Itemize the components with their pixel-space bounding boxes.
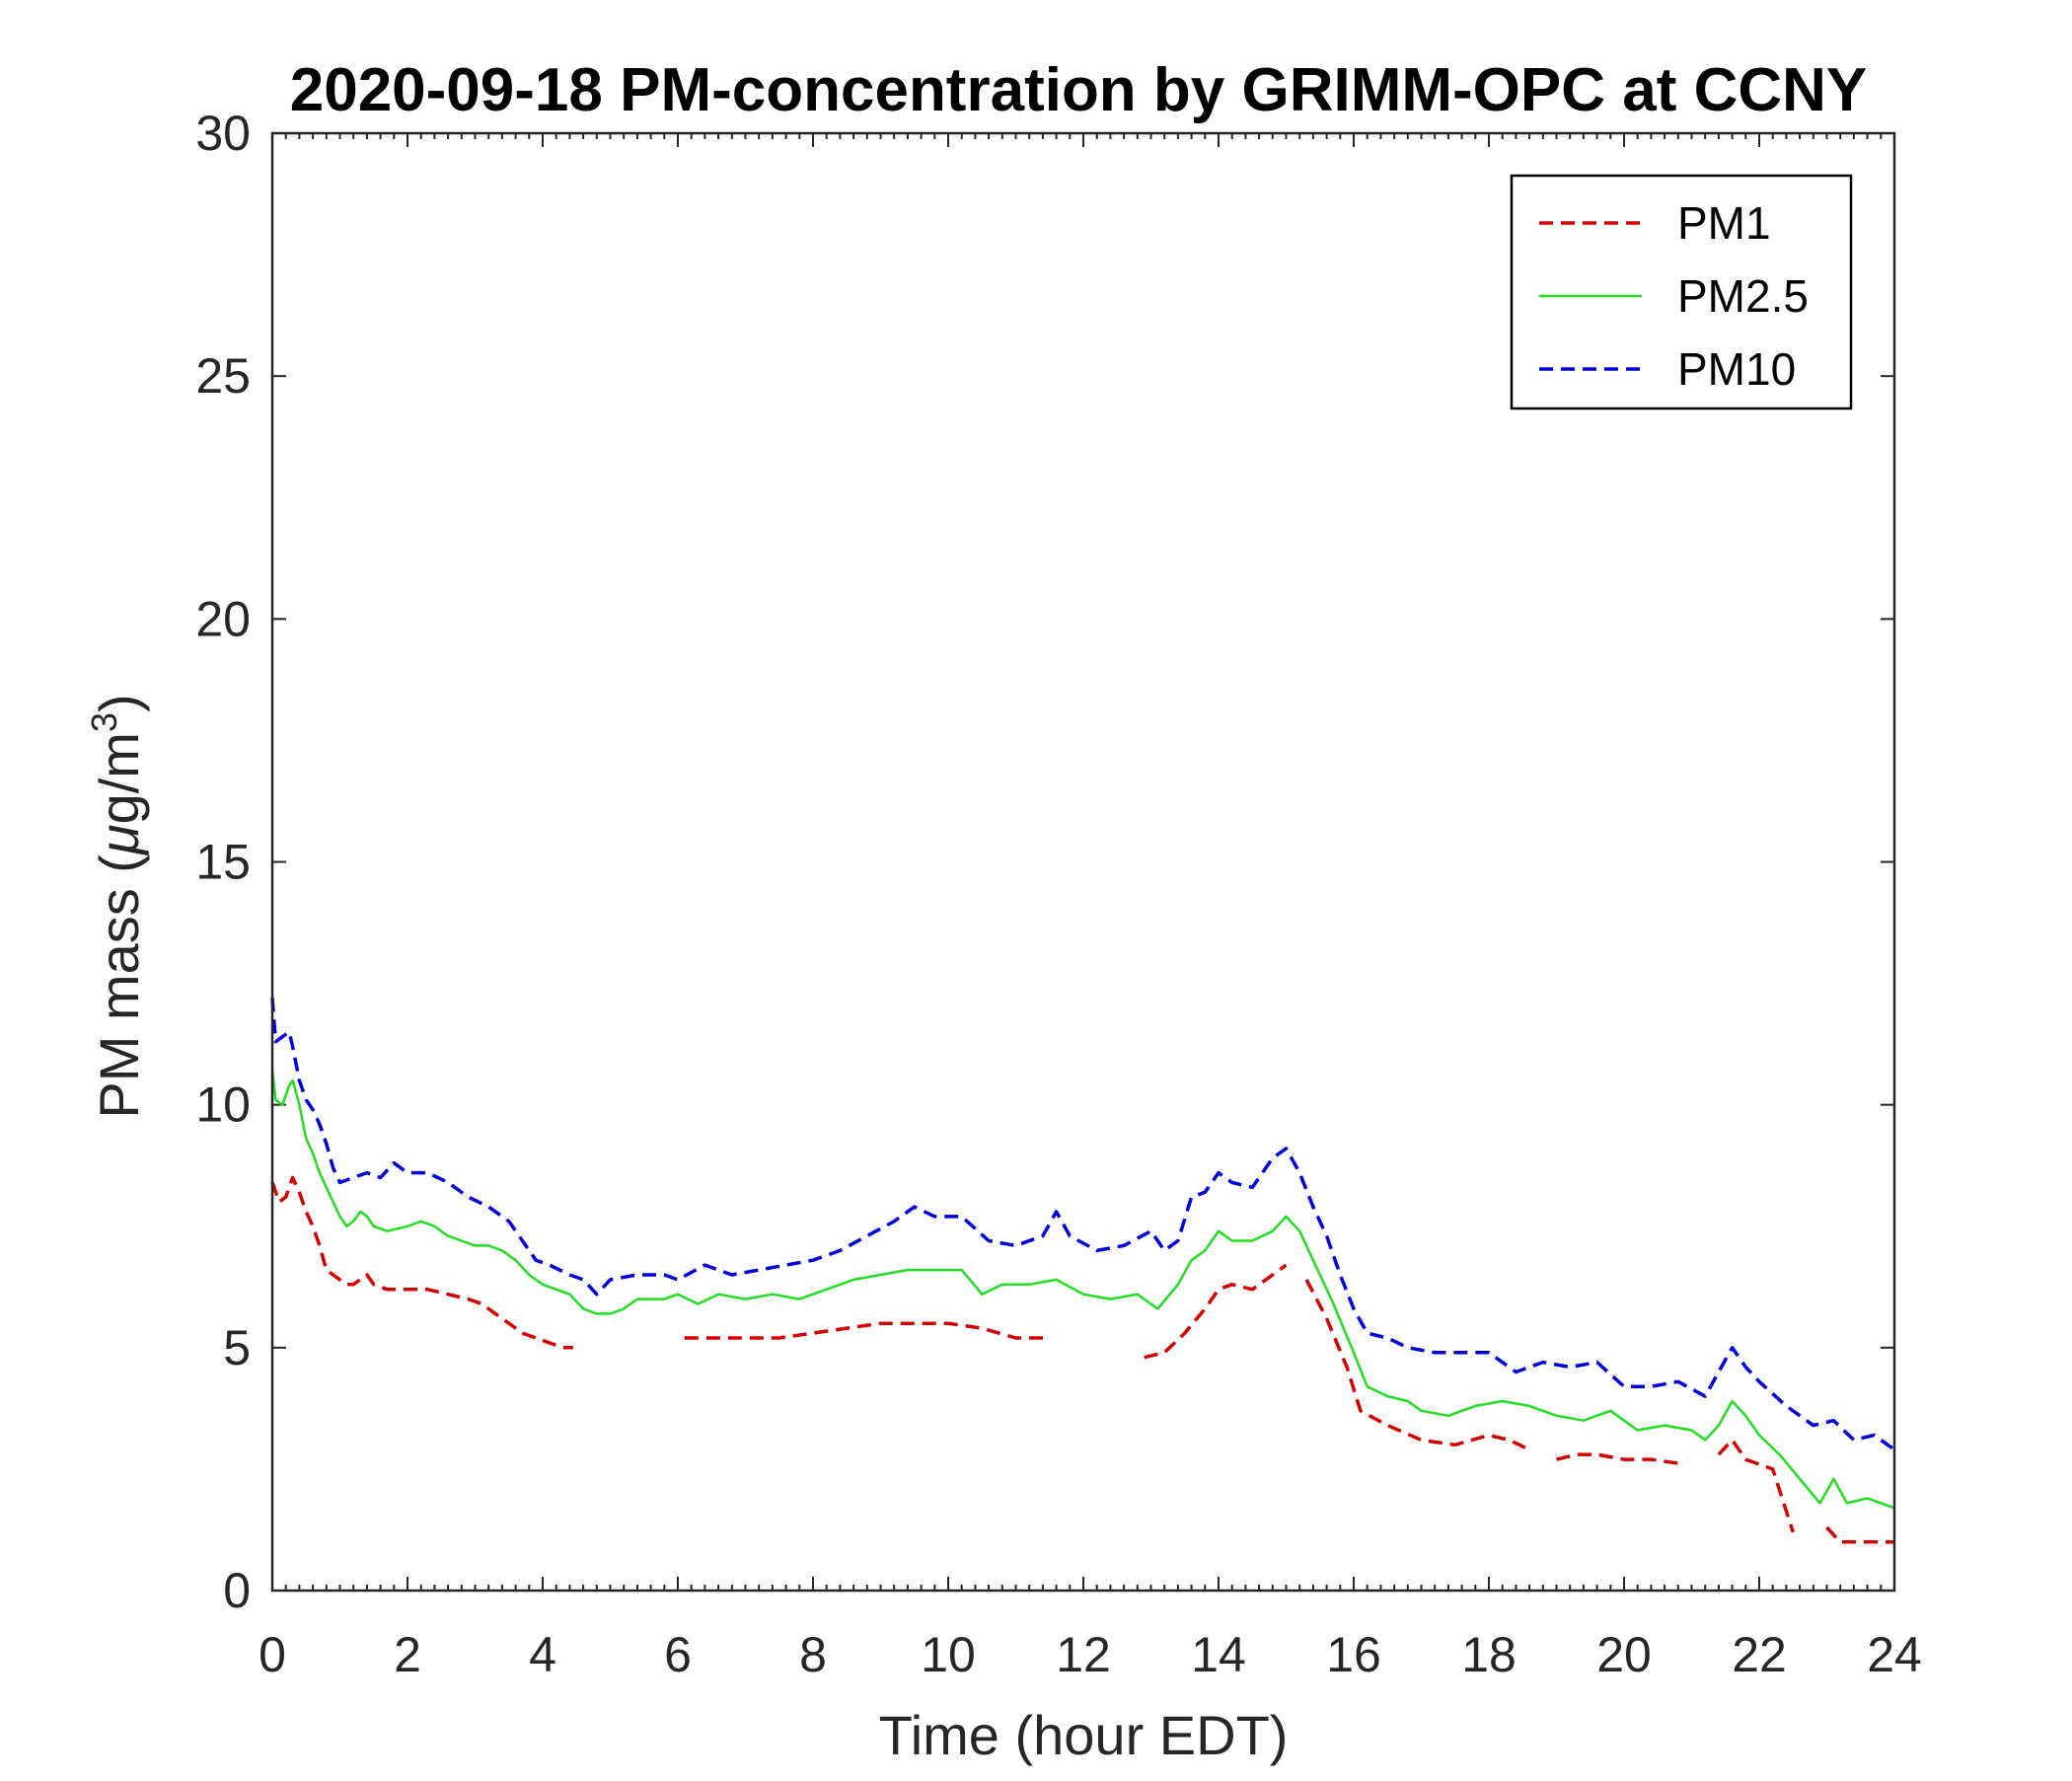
series-line-segment [684,1321,1050,1340]
y-tick-label: 25 [195,348,251,404]
y-tick-label: 20 [195,591,251,646]
x-tick-label: 0 [259,1627,286,1682]
x-tick-label: 6 [664,1627,692,1682]
y-tick-label: 15 [195,835,251,890]
series-line-segment [1304,1279,1530,1451]
series-line-segment [1717,1438,1795,1533]
x-tick-label: 4 [529,1627,556,1682]
series-line-segment [270,1175,573,1350]
series-pm10 [270,998,1896,1451]
x-tick-label: 8 [799,1627,827,1682]
y-tick-label: 5 [223,1320,251,1375]
chart-title: 2020-09-18 PM-concentration by GRIMM-OPC… [290,56,1868,124]
legend-label: PM1 [1677,197,1771,249]
series-line-segment [1556,1452,1685,1466]
x-tick-label: 12 [1056,1627,1111,1682]
x-tick-label: 2 [394,1627,421,1682]
y-tick-label: 0 [223,1563,251,1618]
legend: PM1 PM2.5 PM10 [1510,174,1853,410]
x-tick-label: 22 [1732,1627,1787,1682]
series-pm25 [270,1071,1895,1510]
plot-frame [270,131,1896,1593]
series-line-segment [1825,1525,1894,1544]
y-tick-label: 10 [195,1077,251,1133]
y-axis-label-mu: μ [88,824,150,856]
y-tick-label: 30 [195,106,251,161]
y-axis-label-main: PM mass ( [88,854,150,1119]
x-tick-label: 10 [921,1627,976,1682]
series-pm1 [270,1175,1894,1544]
legend-label: PM2.5 [1677,270,1809,322]
x-axis-label: Time (hour EDT) [879,1704,1289,1766]
x-tick-label: 16 [1326,1627,1381,1682]
series-lines [270,998,1896,1544]
y-axis-label: PM mass (μg/m3) [84,694,150,1118]
series-line-segment [1144,1263,1288,1360]
series-line-segment [270,998,1896,1451]
x-tick-label: 20 [1596,1627,1652,1682]
x-tick-label: 24 [1867,1627,1922,1682]
x-tick-label: 14 [1191,1627,1246,1682]
x-tick-label: 18 [1461,1627,1517,1682]
y-axis-label-unit: g/m [88,732,150,824]
legend-label: PM10 [1677,343,1796,395]
y-axis-label-superscript: 3 [84,712,124,732]
y-axis-label-close: ) [88,694,150,712]
series-line-segment [270,1071,1895,1510]
